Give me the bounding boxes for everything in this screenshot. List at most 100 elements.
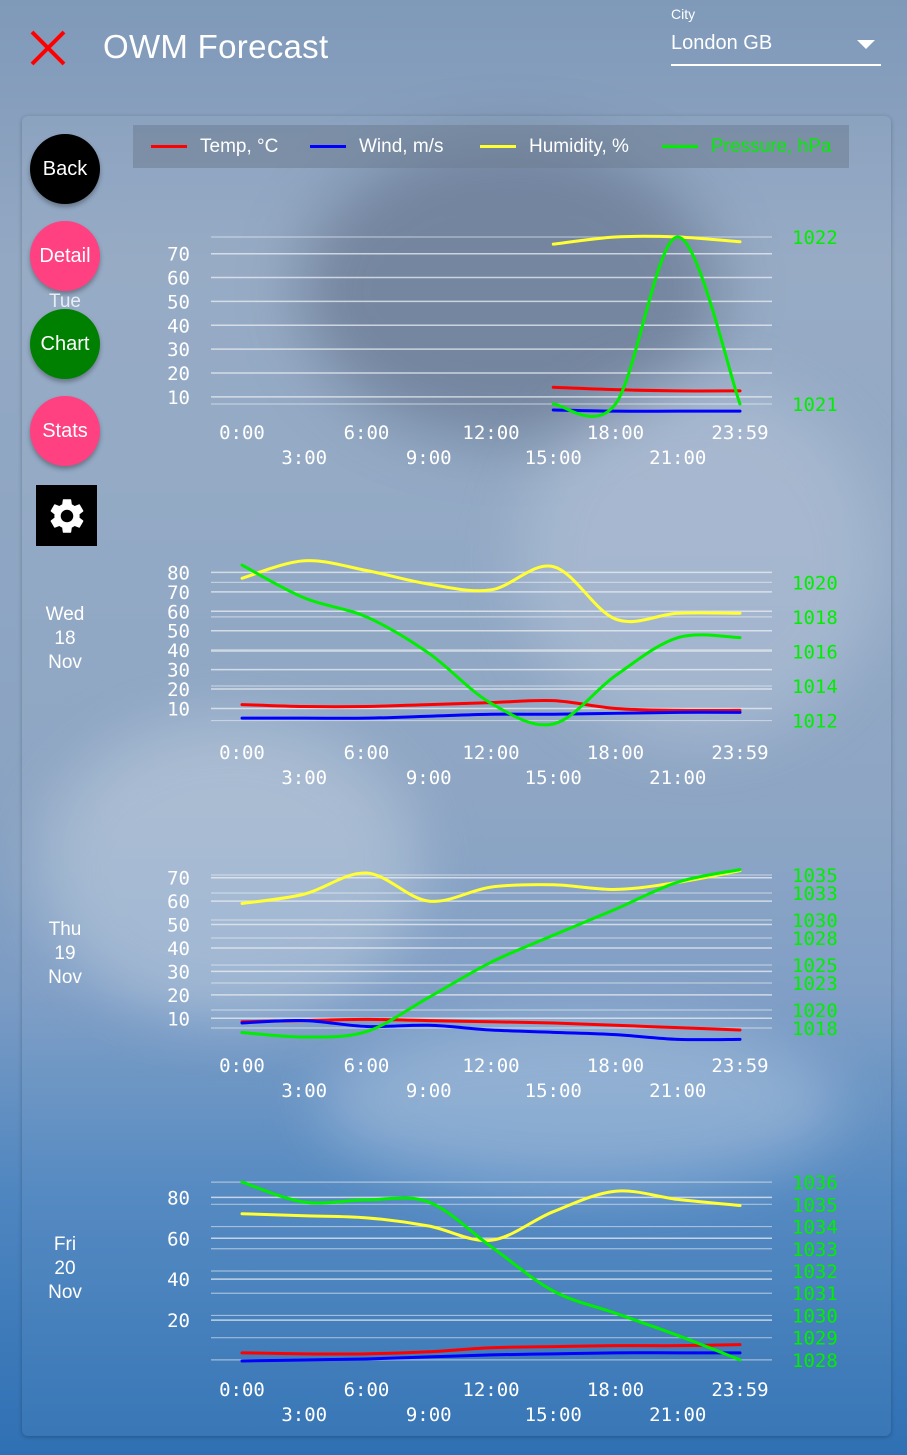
legend-swatch bbox=[480, 145, 516, 148]
x-tick: 9:00 bbox=[406, 447, 452, 469]
x-tick: 9:00 bbox=[406, 1404, 452, 1426]
series-line-wind bbox=[240, 1351, 742, 1363]
y-tick-left: 40 bbox=[167, 315, 190, 337]
y-tick-right: 1028 bbox=[792, 928, 838, 950]
series-line-temp bbox=[240, 1017, 742, 1032]
y-tick-left: 10 bbox=[167, 387, 190, 409]
day-label-line: 18 bbox=[54, 628, 76, 649]
app-bar: OWM Forecast City London GB bbox=[0, 0, 907, 100]
x-tick: 21:00 bbox=[649, 1404, 706, 1426]
x-tick: 15:00 bbox=[525, 1080, 582, 1102]
y-tick-left: 20 bbox=[167, 363, 190, 385]
x-tick: 23:59 bbox=[711, 422, 768, 444]
chart-legend: Temp, °C Wind, m/s Humidity, % Pressure,… bbox=[133, 125, 849, 168]
x-tick: 21:00 bbox=[649, 447, 706, 469]
series-line-pressure bbox=[551, 235, 742, 418]
day-chart: 1020304050607080101210141016101810200:00… bbox=[167, 559, 838, 789]
day-label-wed: Wed 18 Nov bbox=[20, 603, 110, 675]
x-tick: 12:00 bbox=[462, 422, 519, 444]
y-tick-right: 1016 bbox=[792, 641, 838, 663]
legend-label: Humidity, % bbox=[529, 135, 629, 157]
legend-swatch bbox=[151, 145, 187, 148]
day-label-line: Nov bbox=[48, 1282, 82, 1303]
y-tick-right: 1030 bbox=[792, 910, 838, 932]
close-icon[interactable] bbox=[28, 28, 68, 68]
day-label-line: Wed bbox=[45, 604, 85, 625]
y-tick-left: 40 bbox=[167, 1269, 190, 1291]
x-tick: 0:00 bbox=[219, 1055, 265, 1077]
detail-button[interactable]: Detail bbox=[30, 221, 100, 291]
day-label-thu: Thu 19 Nov bbox=[20, 918, 110, 990]
y-tick-left: 30 bbox=[167, 961, 190, 983]
day-label-line: Nov bbox=[48, 967, 82, 988]
y-tick-right: 1020 bbox=[792, 572, 838, 594]
city-field-label: City bbox=[671, 6, 696, 22]
y-tick-right: 1031 bbox=[792, 1283, 838, 1305]
series-line-temp bbox=[240, 1343, 742, 1356]
legend-item-wind[interactable]: Wind, m/s bbox=[310, 125, 443, 168]
y-tick-left: 20 bbox=[167, 679, 190, 701]
legend-item-humidity[interactable]: Humidity, % bbox=[480, 125, 629, 168]
x-tick: 0:00 bbox=[219, 1379, 265, 1401]
y-tick-left: 10 bbox=[167, 698, 190, 720]
x-tick: 23:59 bbox=[711, 1379, 768, 1401]
series-line-pressure bbox=[240, 1180, 742, 1362]
x-tick: 3:00 bbox=[281, 447, 327, 469]
chart-button[interactable]: Chart bbox=[30, 309, 100, 379]
legend-item-temp[interactable]: Temp, °C bbox=[151, 125, 278, 168]
x-tick: 18:00 bbox=[587, 742, 644, 764]
y-tick-left: 10 bbox=[167, 1008, 190, 1030]
y-tick-right: 1035 bbox=[792, 1194, 838, 1216]
series-line-humidity bbox=[240, 869, 742, 905]
y-tick-left: 40 bbox=[167, 640, 190, 662]
y-tick-right: 1022 bbox=[792, 227, 838, 249]
x-tick: 12:00 bbox=[462, 742, 519, 764]
day-chart: 20 40 60 80 10281029103010311032103310341035… bbox=[167, 1172, 838, 1426]
app-title: OWM Forecast bbox=[103, 28, 329, 65]
series-line-humidity bbox=[240, 559, 742, 624]
day-label-tue: Tue bbox=[20, 290, 110, 314]
x-tick: 3:00 bbox=[281, 767, 327, 789]
x-tick: 0:00 bbox=[219, 742, 265, 764]
day-chart: 1020304050607010181020102310251028103010… bbox=[167, 865, 838, 1102]
legend-label: Wind, m/s bbox=[359, 135, 444, 157]
series-line-wind bbox=[240, 1019, 742, 1042]
y-tick-right: 1018 bbox=[792, 607, 838, 629]
x-tick: 18:00 bbox=[587, 1055, 644, 1077]
legend-swatch bbox=[310, 145, 346, 148]
y-tick-left: 60 bbox=[167, 268, 190, 290]
day-label-line: Thu bbox=[48, 919, 82, 940]
gear-icon bbox=[50, 498, 83, 533]
city-select[interactable]: London GB bbox=[671, 30, 881, 66]
y-tick-right: 1034 bbox=[792, 1217, 838, 1239]
chevron-down-icon bbox=[857, 40, 875, 49]
y-tick-left: 70 bbox=[167, 244, 190, 266]
x-tick: 15:00 bbox=[525, 767, 582, 789]
y-tick-left: 20 bbox=[167, 985, 190, 1007]
y-tick-left: 20 bbox=[167, 1310, 190, 1332]
series-line-humidity bbox=[551, 234, 742, 246]
x-tick: 15:00 bbox=[525, 447, 582, 469]
x-tick: 6:00 bbox=[344, 1055, 390, 1077]
y-tick-right: 1018 bbox=[792, 1018, 838, 1040]
y-tick-right: 1033 bbox=[792, 883, 838, 905]
x-tick: 6:00 bbox=[344, 742, 390, 764]
day-label-fri: Fri 20 Nov bbox=[20, 1233, 110, 1305]
y-tick-right: 1028 bbox=[792, 1350, 838, 1372]
series-line-humidity bbox=[240, 1189, 742, 1243]
x-tick: 21:00 bbox=[649, 1080, 706, 1102]
y-tick-left: 30 bbox=[167, 660, 190, 682]
day-label-line: 19 bbox=[54, 943, 76, 964]
x-tick: 9:00 bbox=[406, 1080, 452, 1102]
forecast-card bbox=[22, 116, 891, 1436]
x-tick: 12:00 bbox=[462, 1055, 519, 1077]
legend-item-pressure[interactable]: Pressure, hPa bbox=[662, 125, 831, 168]
legend-swatch bbox=[662, 145, 698, 148]
settings-button[interactable] bbox=[36, 485, 97, 546]
y-tick-right: 1032 bbox=[792, 1261, 838, 1283]
stats-button[interactable]: Stats bbox=[30, 396, 100, 466]
back-button[interactable]: Back bbox=[30, 134, 100, 204]
x-tick: 23:59 bbox=[711, 1055, 768, 1077]
